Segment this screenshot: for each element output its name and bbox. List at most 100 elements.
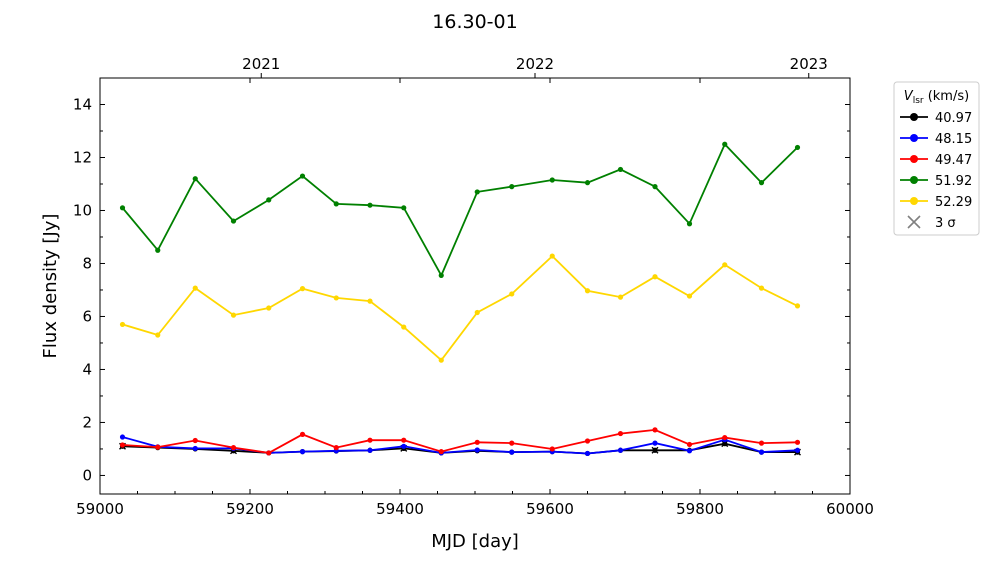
- legend: Vlsr (km/s) 40.97 48.15 49.47 51.92 52.29 3 σ: [893, 81, 980, 236]
- y-axis-label: Flux density [Jy]: [40, 214, 61, 359]
- y-tick-label: 10: [73, 201, 92, 219]
- data-point-51.92: [617, 166, 624, 173]
- data-point-52.29: [722, 262, 728, 268]
- data-point-48.15: [367, 447, 373, 453]
- series-line-52.29: [122, 254, 798, 362]
- data-point-52.29: [333, 295, 339, 301]
- data-point-48.15: [794, 447, 801, 453]
- data-point-52.29: [367, 298, 373, 304]
- data-point-49.47: [584, 438, 591, 444]
- sigma-marker: [721, 440, 729, 448]
- legend-marker-51.92: [910, 176, 918, 184]
- data-point-51.92: [652, 184, 658, 190]
- y-tick-label: 0: [82, 466, 92, 484]
- data-point-51.92: [686, 221, 693, 227]
- legend-marker-48.15: [910, 134, 918, 142]
- data-point-52.29: [617, 294, 624, 300]
- x-tick-label: 60000: [826, 500, 874, 518]
- data-point-49.47: [333, 445, 339, 451]
- legend-entry-52.29: 52.29: [935, 195, 972, 210]
- data-point-51.92: [119, 205, 126, 211]
- x-tick-label: 59800: [676, 500, 724, 518]
- data-point-51.92: [509, 184, 515, 190]
- chart-title: 16.30-01: [432, 11, 517, 33]
- data-point-49.47: [758, 440, 765, 446]
- data-point-51.92: [230, 218, 237, 224]
- data-point-52.29: [266, 305, 272, 311]
- data-point-51.92: [758, 180, 765, 186]
- legend-title-symbol: V: [904, 89, 914, 104]
- data-point-48.15: [299, 449, 306, 455]
- data-point-51.92: [192, 176, 198, 182]
- legend-title: Vlsr (km/s): [904, 89, 969, 106]
- legend-sigma-marker: [907, 215, 921, 229]
- data-point-51.92: [266, 197, 272, 203]
- y-tick-label: 4: [82, 360, 92, 378]
- y-tick-label: 6: [82, 307, 92, 325]
- legend-marker-40.97: [910, 113, 918, 121]
- y-axis: 0 2 4 6 8 10 12 14: [73, 77, 850, 484]
- data-point-51.92: [549, 177, 555, 183]
- data-point-51.92: [438, 272, 444, 279]
- data-point-48.15: [758, 449, 765, 455]
- data-point-52.29: [401, 324, 407, 330]
- sigma-marker: [651, 446, 659, 454]
- legend-entry-49.47: 49.47: [935, 153, 972, 168]
- data-point-52.29: [438, 357, 444, 363]
- plot-area: [119, 141, 801, 457]
- data-point-49.47: [509, 440, 515, 446]
- legend-entry-51.92: 51.92: [935, 174, 972, 189]
- data-point-48.15: [119, 434, 126, 440]
- data-point-49.47: [192, 437, 198, 444]
- y-tick-label: 12: [73, 148, 92, 166]
- data-point-48.15: [401, 443, 407, 449]
- data-point-52.29: [549, 253, 555, 259]
- legend-title-subscript: lsr: [913, 96, 924, 106]
- data-point-51.92: [474, 189, 480, 195]
- legend-title-unit: (km/s): [924, 89, 970, 104]
- data-point-49.47: [299, 431, 306, 437]
- legend-marker-52.29: [910, 197, 918, 205]
- data-point-48.15: [617, 447, 624, 453]
- data-point-49.47: [652, 427, 658, 433]
- x-axis-label: MJD [day]: [431, 531, 519, 552]
- data-point-48.15: [509, 449, 515, 455]
- y-tick-label: 14: [73, 95, 92, 113]
- data-point-52.29: [652, 274, 658, 280]
- data-point-52.29: [155, 332, 161, 338]
- data-point-52.29: [230, 312, 237, 318]
- data-point-48.15: [192, 445, 198, 452]
- data-point-49.47: [367, 437, 373, 443]
- x-tick-label: 59200: [226, 500, 274, 518]
- data-point-49.47: [617, 430, 624, 437]
- data-point-49.47: [722, 434, 728, 441]
- top-year-tick-label: 2021: [242, 55, 280, 73]
- data-point-51.92: [155, 247, 161, 253]
- data-point-49.47: [438, 449, 444, 455]
- x-tick-label: 59600: [526, 500, 574, 518]
- legend-entry-40.97: 40.97: [935, 111, 972, 126]
- x-tick-label: 59000: [76, 500, 124, 518]
- legend-marker-49.47: [910, 155, 918, 163]
- data-point-49.47: [549, 446, 555, 452]
- data-point-49.47: [686, 441, 693, 448]
- data-point-52.29: [584, 288, 591, 294]
- data-point-52.29: [192, 285, 198, 291]
- data-point-49.47: [474, 439, 480, 445]
- data-point-52.29: [794, 303, 801, 309]
- data-point-49.47: [155, 444, 161, 450]
- data-point-48.15: [652, 440, 658, 446]
- data-point-51.92: [794, 144, 801, 151]
- plot-frame: [99, 77, 851, 495]
- data-point-52.29: [509, 291, 515, 297]
- legend-entry-48.15: 48.15: [935, 132, 972, 147]
- data-point-51.92: [584, 180, 591, 186]
- y-tick-label: 8: [82, 254, 92, 272]
- data-point-52.29: [119, 321, 126, 328]
- data-point-52.29: [474, 309, 480, 316]
- data-point-51.92: [401, 205, 407, 211]
- data-point-48.15: [474, 447, 480, 453]
- data-point-49.47: [119, 442, 126, 448]
- data-point-51.92: [367, 202, 373, 208]
